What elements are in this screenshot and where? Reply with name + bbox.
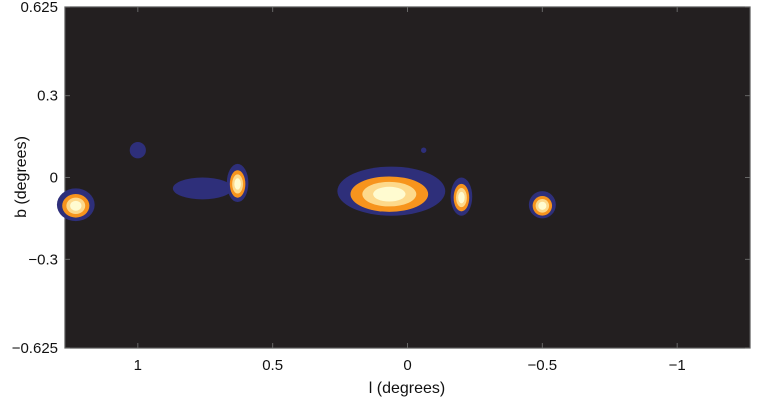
emission-source: [172, 177, 233, 200]
contour-level-3: [70, 200, 82, 211]
contour-level-0: [129, 142, 146, 159]
contour-level-3: [234, 178, 241, 190]
x-tick-label: 0.5: [262, 357, 283, 374]
axis-ticks: [65, 6, 750, 349]
y-tick-label: 0: [50, 170, 58, 187]
contour-level-3: [538, 201, 547, 210]
y-tick-label: −0.625: [12, 340, 58, 357]
emission-contours: [56, 142, 556, 222]
x-tick-label: 0: [403, 357, 411, 374]
contour-level-0: [172, 177, 233, 200]
x-tick-label: −0.5: [528, 357, 558, 374]
emission-source: [337, 166, 446, 216]
y-tick-label: −0.3: [28, 251, 58, 268]
contour-level-3: [373, 186, 406, 202]
y-tick-label: 0.3: [37, 88, 58, 105]
emission-source: [56, 188, 95, 222]
x-tick-label: −1: [669, 357, 686, 374]
x-tick-label: 1: [134, 357, 142, 374]
y-axis-title: b (degrees): [13, 136, 30, 218]
x-axis-title: l (degrees): [369, 380, 445, 397]
emission-source: [129, 142, 146, 159]
emission-source: [450, 177, 473, 216]
contour-level-0: [420, 147, 427, 153]
tick-labels: 1 0.5 0 −0.5 −1 0.625 0.3 0 −0.3 −0.625: [12, 0, 686, 374]
contour-level-3: [458, 191, 465, 204]
emission-source: [528, 191, 556, 219]
emission-source: [420, 147, 427, 153]
emission-source: [226, 163, 249, 203]
y-tick-label: 0.625: [20, 0, 58, 16]
